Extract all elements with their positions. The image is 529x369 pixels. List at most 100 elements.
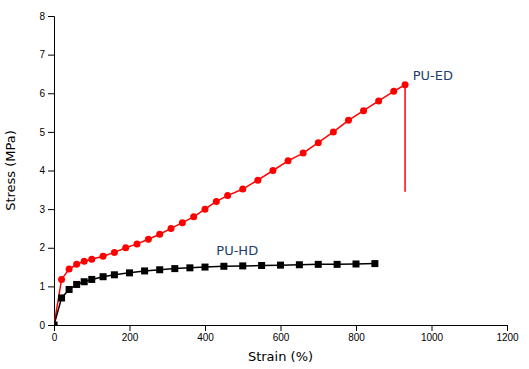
- x-axis-tick: 600: [273, 325, 290, 343]
- x-axis-tick: 1000: [421, 325, 444, 343]
- data-point: [156, 231, 163, 238]
- data-point: [371, 260, 378, 267]
- data-point: [285, 157, 292, 164]
- y-axis-tick-mark: [48, 325, 54, 326]
- data-point: [300, 150, 307, 157]
- data-point: [269, 167, 276, 174]
- data-point: [315, 139, 322, 146]
- data-point: [81, 278, 88, 285]
- data-point: [81, 258, 88, 265]
- data-point: [168, 225, 175, 232]
- y-axis-tick: 8: [39, 11, 54, 22]
- data-point: [73, 261, 80, 268]
- x-axis: 0 200 400 600 800 1000 1200: [52, 325, 519, 343]
- x-axis-tick: 800: [348, 325, 365, 343]
- y-axis-tick-label: 8: [39, 11, 45, 22]
- x-axis-tick: 0: [52, 325, 58, 343]
- x-axis-tick-mark: [356, 325, 357, 331]
- y-axis-tick: 7: [39, 49, 54, 60]
- y-axis-tick-label: 4: [39, 165, 45, 176]
- data-point: [126, 269, 133, 276]
- x-axis-tick-label: 400: [197, 332, 214, 343]
- data-point: [58, 276, 65, 283]
- y-axis-tick: 0: [39, 320, 54, 331]
- annotations: PU-ED PU-HD: [216, 68, 453, 259]
- y-axis-title: Stress (MPa): [3, 130, 18, 211]
- data-point: [353, 260, 360, 267]
- data-point: [122, 244, 129, 251]
- data-point: [334, 261, 341, 268]
- data-point: [54, 322, 58, 326]
- y-axis-tick-mark: [48, 248, 54, 249]
- data-point: [315, 261, 322, 268]
- data-point: [390, 88, 397, 95]
- data-point: [202, 206, 209, 213]
- y-axis-tick-label: 6: [39, 88, 45, 99]
- chart: 0 200 400 600 800 1000 1200 0 1 2 3 4 5 6 7 8 PU-ED PU-HD…: [0, 0, 529, 369]
- y-axis-tick: 4: [39, 165, 54, 176]
- x-axis-tick-label: 0: [52, 332, 58, 343]
- y-axis-tick: 3: [39, 204, 54, 215]
- y-axis-tick: 5: [39, 127, 54, 138]
- plot-area: 0 200 400 600 800 1000 1200 0 1 2 3 4 5 6 7 8 PU-ED PU-HD: [39, 11, 519, 343]
- y-axis-tick-label: 2: [39, 242, 45, 253]
- data-point: [134, 240, 141, 247]
- y-axis-line: [48, 17, 55, 326]
- data-point: [345, 117, 352, 124]
- x-axis-tick: 200: [122, 325, 139, 343]
- x-axis-tick-mark: [130, 325, 131, 331]
- x-axis-tick-label: 200: [122, 332, 139, 343]
- data-point: [239, 186, 246, 193]
- data-point: [258, 262, 265, 269]
- x-axis-tick-mark: [507, 325, 508, 331]
- data-point: [213, 198, 220, 205]
- y-axis-tick-label: 5: [39, 127, 45, 138]
- x-axis-tick-mark: [281, 325, 282, 331]
- data-point: [296, 261, 303, 268]
- data-point: [54, 322, 58, 326]
- data-point: [330, 128, 337, 135]
- data-point: [224, 192, 231, 199]
- y-axis-tick-mark: [48, 55, 54, 56]
- y-axis: 0 1 2 3 4 5 6 7 8: [39, 11, 54, 331]
- data-point: [360, 107, 367, 114]
- data-point: [100, 273, 107, 280]
- data-point: [239, 262, 246, 269]
- x-axis-tick-label: 1000: [421, 332, 444, 343]
- x-axis-title: Strain (%): [248, 349, 313, 364]
- y-axis-tick-label: 1: [39, 281, 45, 292]
- data-point: [186, 264, 193, 271]
- annotation: PU-ED: [413, 68, 453, 83]
- data-point: [254, 177, 261, 184]
- x-axis-tick: 400: [197, 325, 214, 343]
- y-axis-tick-mark: [48, 286, 54, 287]
- y-axis-tick-label: 3: [39, 204, 45, 215]
- y-axis-tick-mark: [48, 16, 54, 17]
- data-point: [73, 281, 80, 288]
- series-line: [54, 85, 405, 325]
- data-point: [66, 286, 73, 293]
- y-axis-tick-mark: [48, 171, 54, 172]
- data-point: [375, 97, 382, 104]
- y-axis-tick: 2: [39, 242, 54, 253]
- data-point: [88, 256, 95, 263]
- data-point: [100, 253, 107, 260]
- x-axis-tick-label: 1200: [496, 332, 519, 343]
- data-point: [190, 213, 197, 220]
- data-point: [179, 219, 186, 226]
- data-point: [58, 294, 65, 301]
- data-point: [220, 263, 227, 270]
- x-axis-tick: 1200: [496, 325, 519, 343]
- series-line: [54, 264, 375, 325]
- y-axis-tick: 1: [39, 281, 54, 292]
- x-axis-tick-label: 600: [273, 332, 290, 343]
- data-point: [111, 271, 118, 278]
- data-point: [145, 236, 152, 243]
- data-point: [141, 267, 148, 274]
- y-axis-tick: 6: [39, 88, 54, 99]
- x-axis-line: [55, 326, 508, 332]
- y-axis-tick-mark: [48, 132, 54, 133]
- data-point: [88, 276, 95, 283]
- data-point: [171, 265, 178, 272]
- annotation: PU-HD: [216, 243, 258, 258]
